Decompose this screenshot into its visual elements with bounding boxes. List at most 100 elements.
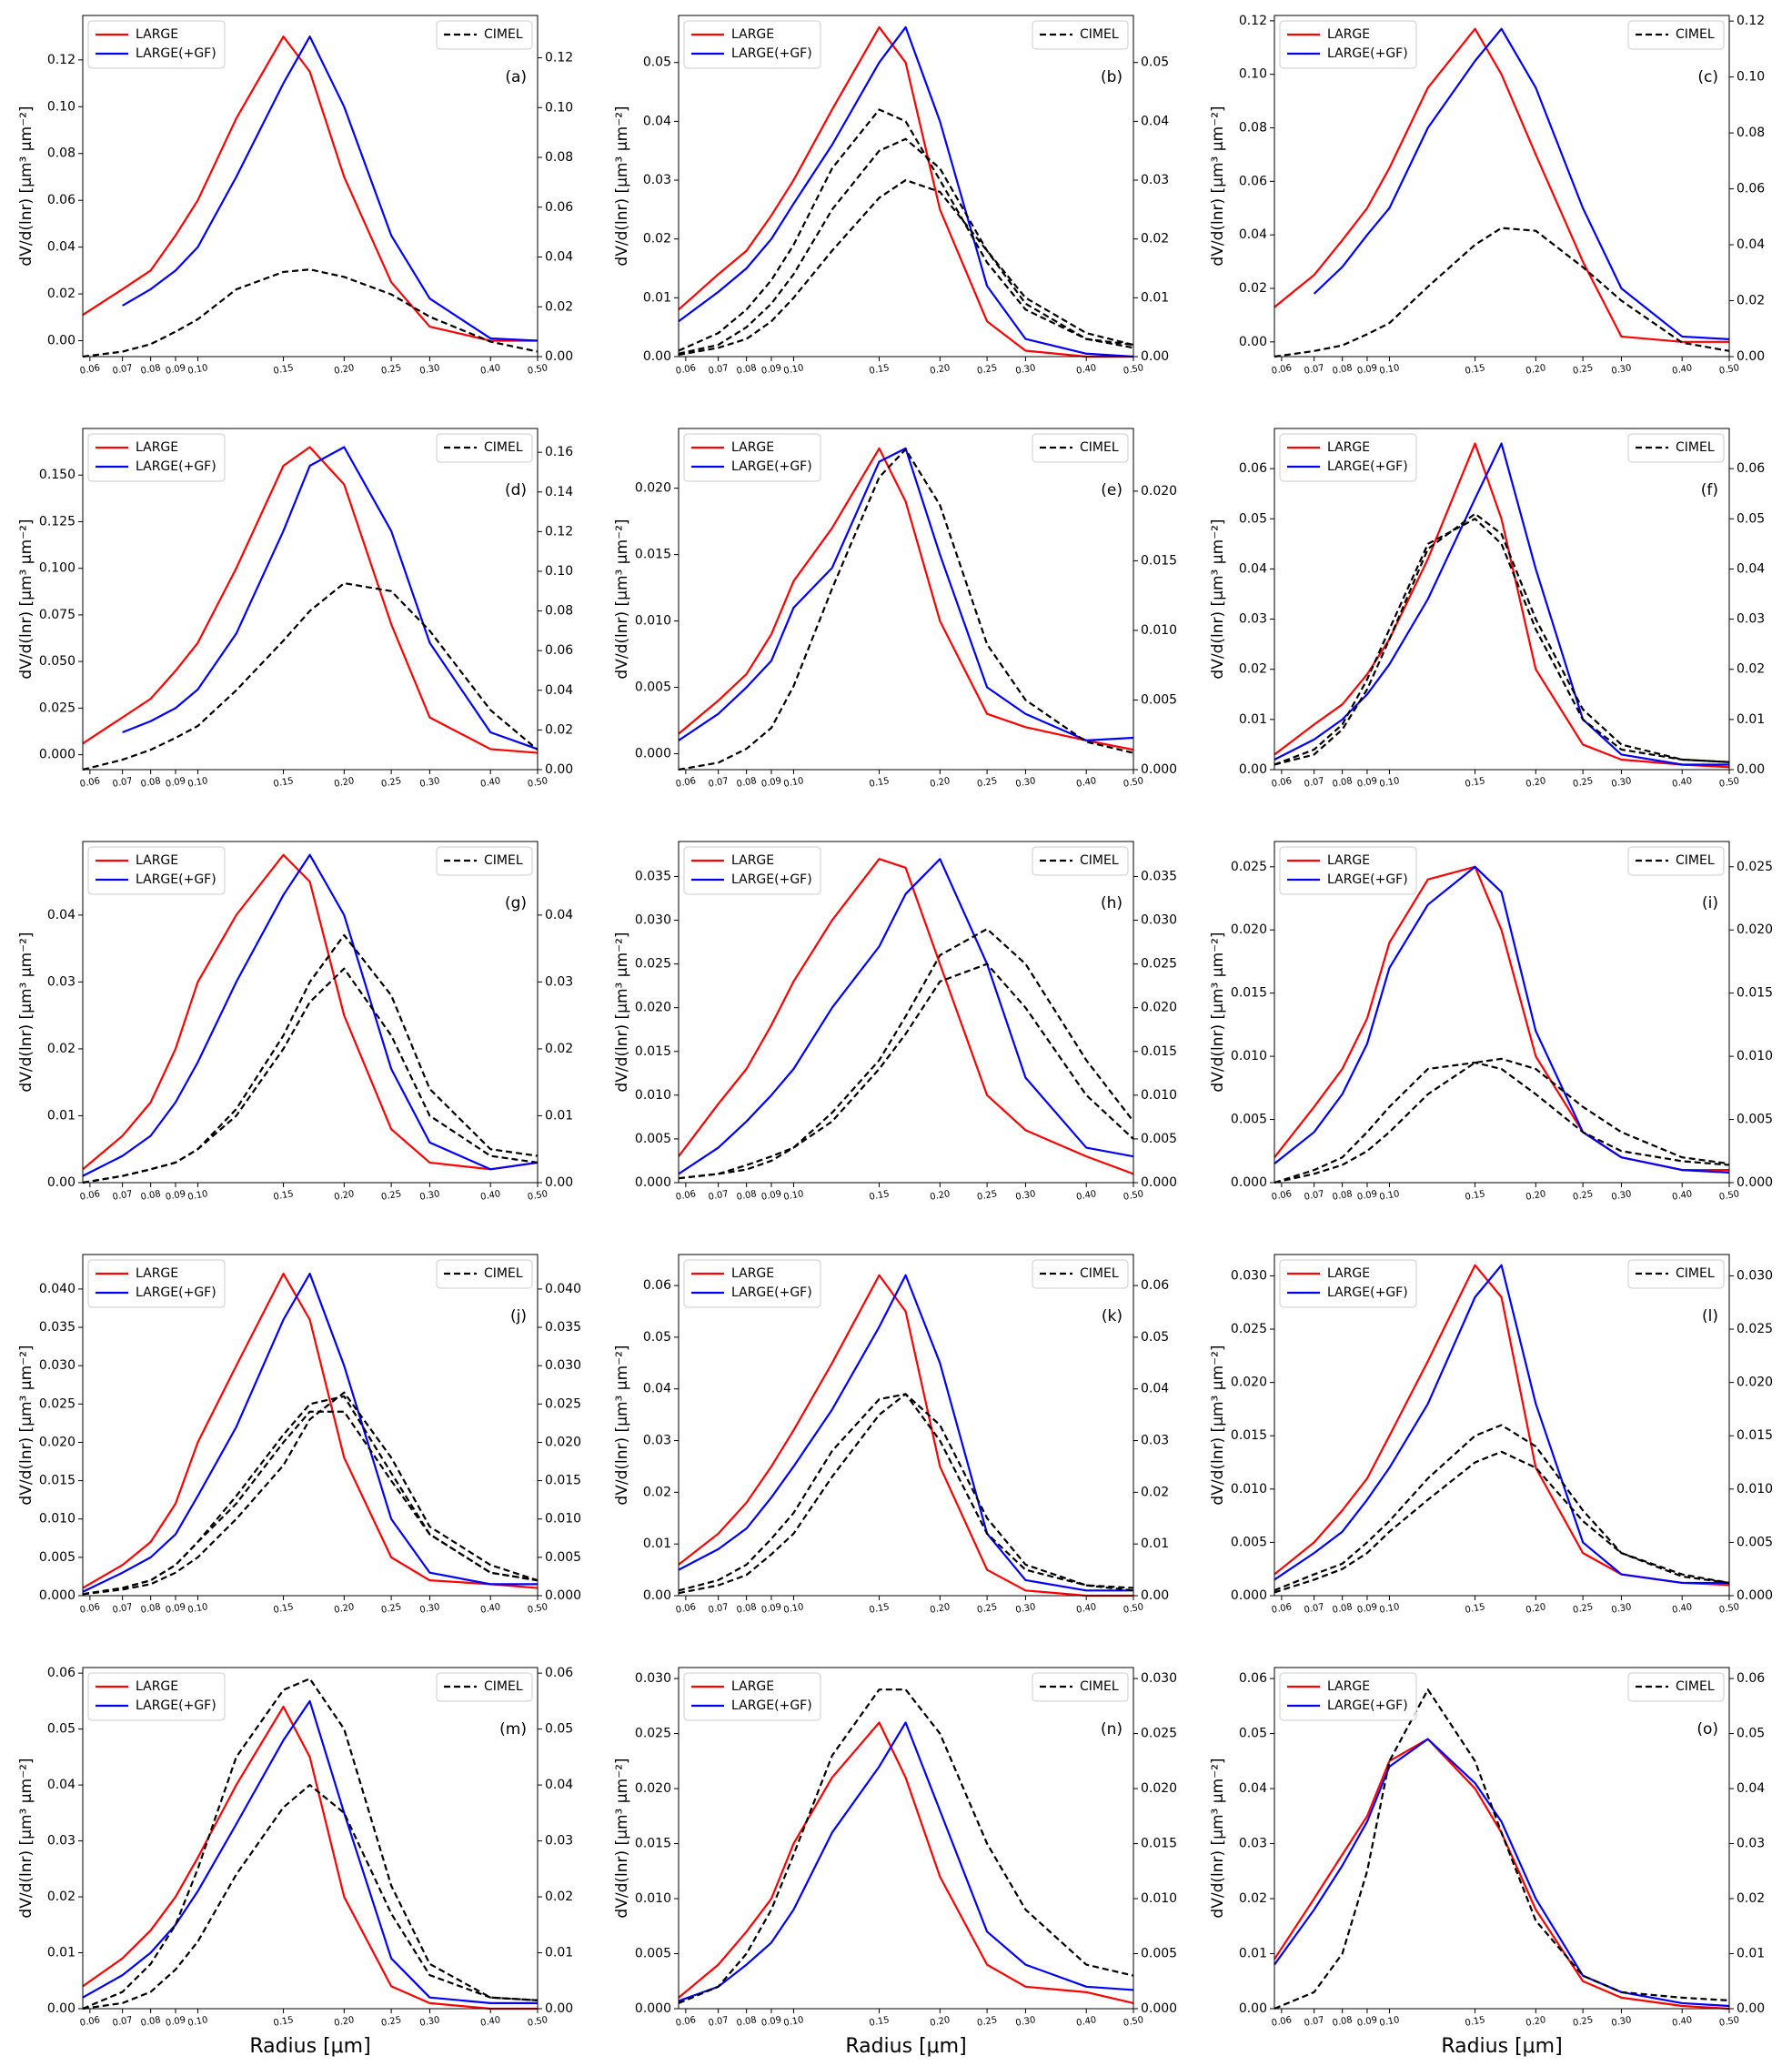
x-tick-label: 0.20 [1525, 1602, 1546, 1616]
x-tick-label: 0.20 [1525, 776, 1546, 790]
x-tick-label: 0.06 [1271, 1602, 1293, 1616]
x-tick-label: 0.40 [1671, 1602, 1693, 1616]
y-tick-label: 0.015 [1231, 1428, 1267, 1443]
y-tick-label: 0.00 [1239, 335, 1267, 349]
x-tick-label: 0.08 [140, 776, 162, 790]
x-tick-label: 0.06 [1271, 776, 1293, 790]
y2-tick-label: 0.035 [1141, 869, 1177, 883]
x-tick-label: 0.20 [929, 1602, 951, 1616]
y-tick-label: 0.005 [1231, 1113, 1267, 1127]
y2-tick-label: 0.030 [1737, 1268, 1773, 1283]
y-tick-label: 0.025 [1231, 860, 1267, 874]
cimel-line [1274, 1061, 1730, 1184]
x-tick-label: 0.06 [1271, 1189, 1293, 1203]
plot-frame [82, 841, 539, 1184]
y-tick-label: 0.01 [643, 290, 671, 305]
series-line [82, 1272, 539, 1589]
x-tick-label: 0.15 [1465, 1602, 1486, 1616]
x-tick-label: 0.08 [140, 1189, 162, 1203]
y2-tick-label: 0.020 [1737, 922, 1773, 937]
series-line [1274, 1264, 1729, 1585]
y-tick-label: 0.12 [47, 53, 76, 67]
y2-tick-label: 0.03 [1737, 1837, 1765, 1851]
legend-box [436, 1672, 533, 1702]
y-tick-label: 0.015 [1231, 986, 1267, 1001]
legend-label: LARGE [1327, 853, 1370, 868]
y-tick-label: 0.025 [39, 1396, 76, 1411]
panel-label: (j) [510, 1307, 527, 1325]
y2-tick-label: 0.04 [1141, 114, 1169, 128]
series-line [678, 858, 1134, 1175]
y-tick-label: 0.06 [1239, 461, 1267, 476]
y2-tick-label: 0.05 [1141, 1330, 1169, 1345]
y-tick-label: 0.01 [47, 1946, 76, 1960]
y-tick-label: 0.005 [39, 1550, 76, 1565]
legend-label: CIMEL [484, 1679, 523, 1694]
legend-label: LARGE(+GF) [136, 1698, 216, 1713]
x-tick-label: 0.40 [479, 2015, 501, 2029]
x-tick-label: 0.07 [1304, 776, 1325, 790]
x-tick-label: 0.08 [736, 776, 758, 790]
y2-tick-label: 0.035 [545, 1320, 581, 1335]
y2-tick-label: 0.025 [1141, 957, 1177, 972]
panel-label: (n) [1101, 1720, 1123, 1738]
x-tick-label: 0.07 [112, 1602, 134, 1616]
x-tick-label: 0.15 [273, 2015, 295, 2029]
y2-tick-label: 0.10 [1737, 70, 1765, 85]
y2-tick-label: 0.01 [1141, 1537, 1169, 1551]
y2-tick-label: 0.12 [545, 524, 573, 539]
y-tick-label: 0.05 [643, 1330, 671, 1345]
y-tick-label: 0.00 [643, 1588, 671, 1603]
plot-frame [1274, 1254, 1730, 1597]
x-tick-label: 0.15 [273, 1602, 295, 1616]
x-tick-label: 0.20 [929, 363, 951, 377]
x-tick-label: 0.25 [1572, 1189, 1594, 1203]
legend-label: CIMEL [1080, 853, 1119, 868]
legend-box [436, 20, 533, 50]
y2-tick-label: 0.015 [1737, 986, 1773, 1001]
x-tick-label: 0.30 [1015, 1189, 1037, 1203]
x-tick-label: 0.20 [333, 776, 355, 790]
y2-tick-label: 0.030 [545, 1358, 581, 1373]
x-tick-label: 0.15 [1465, 1189, 1486, 1203]
y2-tick-label: 0.00 [1737, 349, 1765, 364]
x-tick-label: 0.20 [1525, 363, 1546, 377]
x-tick-label: 0.08 [1332, 1189, 1354, 1203]
x-tick-label: 0.09 [165, 776, 186, 790]
x-tick-label: 0.20 [333, 2015, 355, 2029]
y2-tick-label: 0.05 [545, 1722, 573, 1737]
y-axis-label: dV/d(lnr) [μm³ μm⁻²] [17, 1345, 35, 1505]
x-tick-label: 0.07 [1304, 363, 1325, 377]
legend-label: LARGE(+GF) [136, 46, 216, 61]
x-tick-label: 0.06 [79, 1602, 101, 1616]
y-tick-label: 0.015 [39, 1474, 76, 1488]
x-tick-label: 0.09 [760, 776, 782, 790]
cimel-line [1274, 1057, 1730, 1184]
x-tick-label: 0.08 [1332, 363, 1354, 377]
y2-tick-label: 0.10 [545, 100, 573, 115]
y-tick-label: 0.000 [39, 748, 76, 762]
legend-label: LARGE [1327, 27, 1370, 42]
y2-tick-label: 0.000 [1141, 1175, 1177, 1190]
legend-label: LARGE(+GF) [136, 459, 216, 474]
y-tick-label: 0.04 [1239, 1781, 1267, 1796]
y2-tick-label: 0.005 [1737, 1535, 1773, 1549]
y2-tick-label: 0.05 [1737, 511, 1765, 526]
y-axis-label: dV/d(lnr) [μm³ μm⁻²] [613, 1345, 631, 1505]
y2-tick-label: 0.00 [1141, 349, 1169, 364]
x-tick-label: 0.40 [1075, 1602, 1097, 1616]
series-line [1274, 442, 1730, 769]
legend-box [1279, 1672, 1417, 1721]
legend-box [1032, 846, 1129, 876]
legend-box [1627, 433, 1725, 463]
y-axis-label: dV/d(lnr) [μm³ μm⁻²] [1209, 1758, 1227, 1918]
legend-box [1279, 433, 1417, 482]
cimel-line [1274, 518, 1730, 766]
series-line [1274, 442, 1729, 766]
legend-label: LARGE(+GF) [1327, 46, 1408, 61]
y-tick-label: 0.005 [1231, 1535, 1267, 1549]
y-tick-label: 0.010 [635, 1891, 671, 1906]
x-tick-label: 0.40 [1671, 2015, 1693, 2029]
legend-box [1279, 846, 1417, 895]
panel-label: (g) [505, 894, 527, 912]
